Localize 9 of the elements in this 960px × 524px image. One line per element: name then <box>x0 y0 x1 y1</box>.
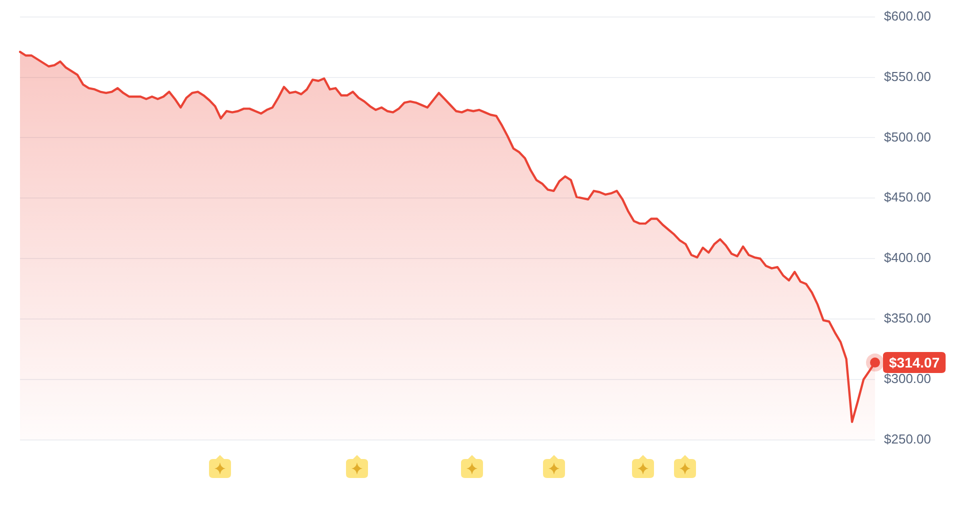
data-label: $314.07 <box>889 354 940 370</box>
y-tick-label: $250.00 <box>884 432 932 447</box>
y-tick-label: $500.00 <box>884 129 932 144</box>
y-tick-label: $300.00 <box>884 371 932 386</box>
y-tick-label: $550.00 <box>884 68 932 84</box>
y-tick-label: $600.00 <box>884 8 932 24</box>
y-tick-label: $350.00 <box>884 310 932 326</box>
y-tick-label: $450.00 <box>884 190 932 205</box>
y-tick-label: $400.00 <box>884 250 932 266</box>
